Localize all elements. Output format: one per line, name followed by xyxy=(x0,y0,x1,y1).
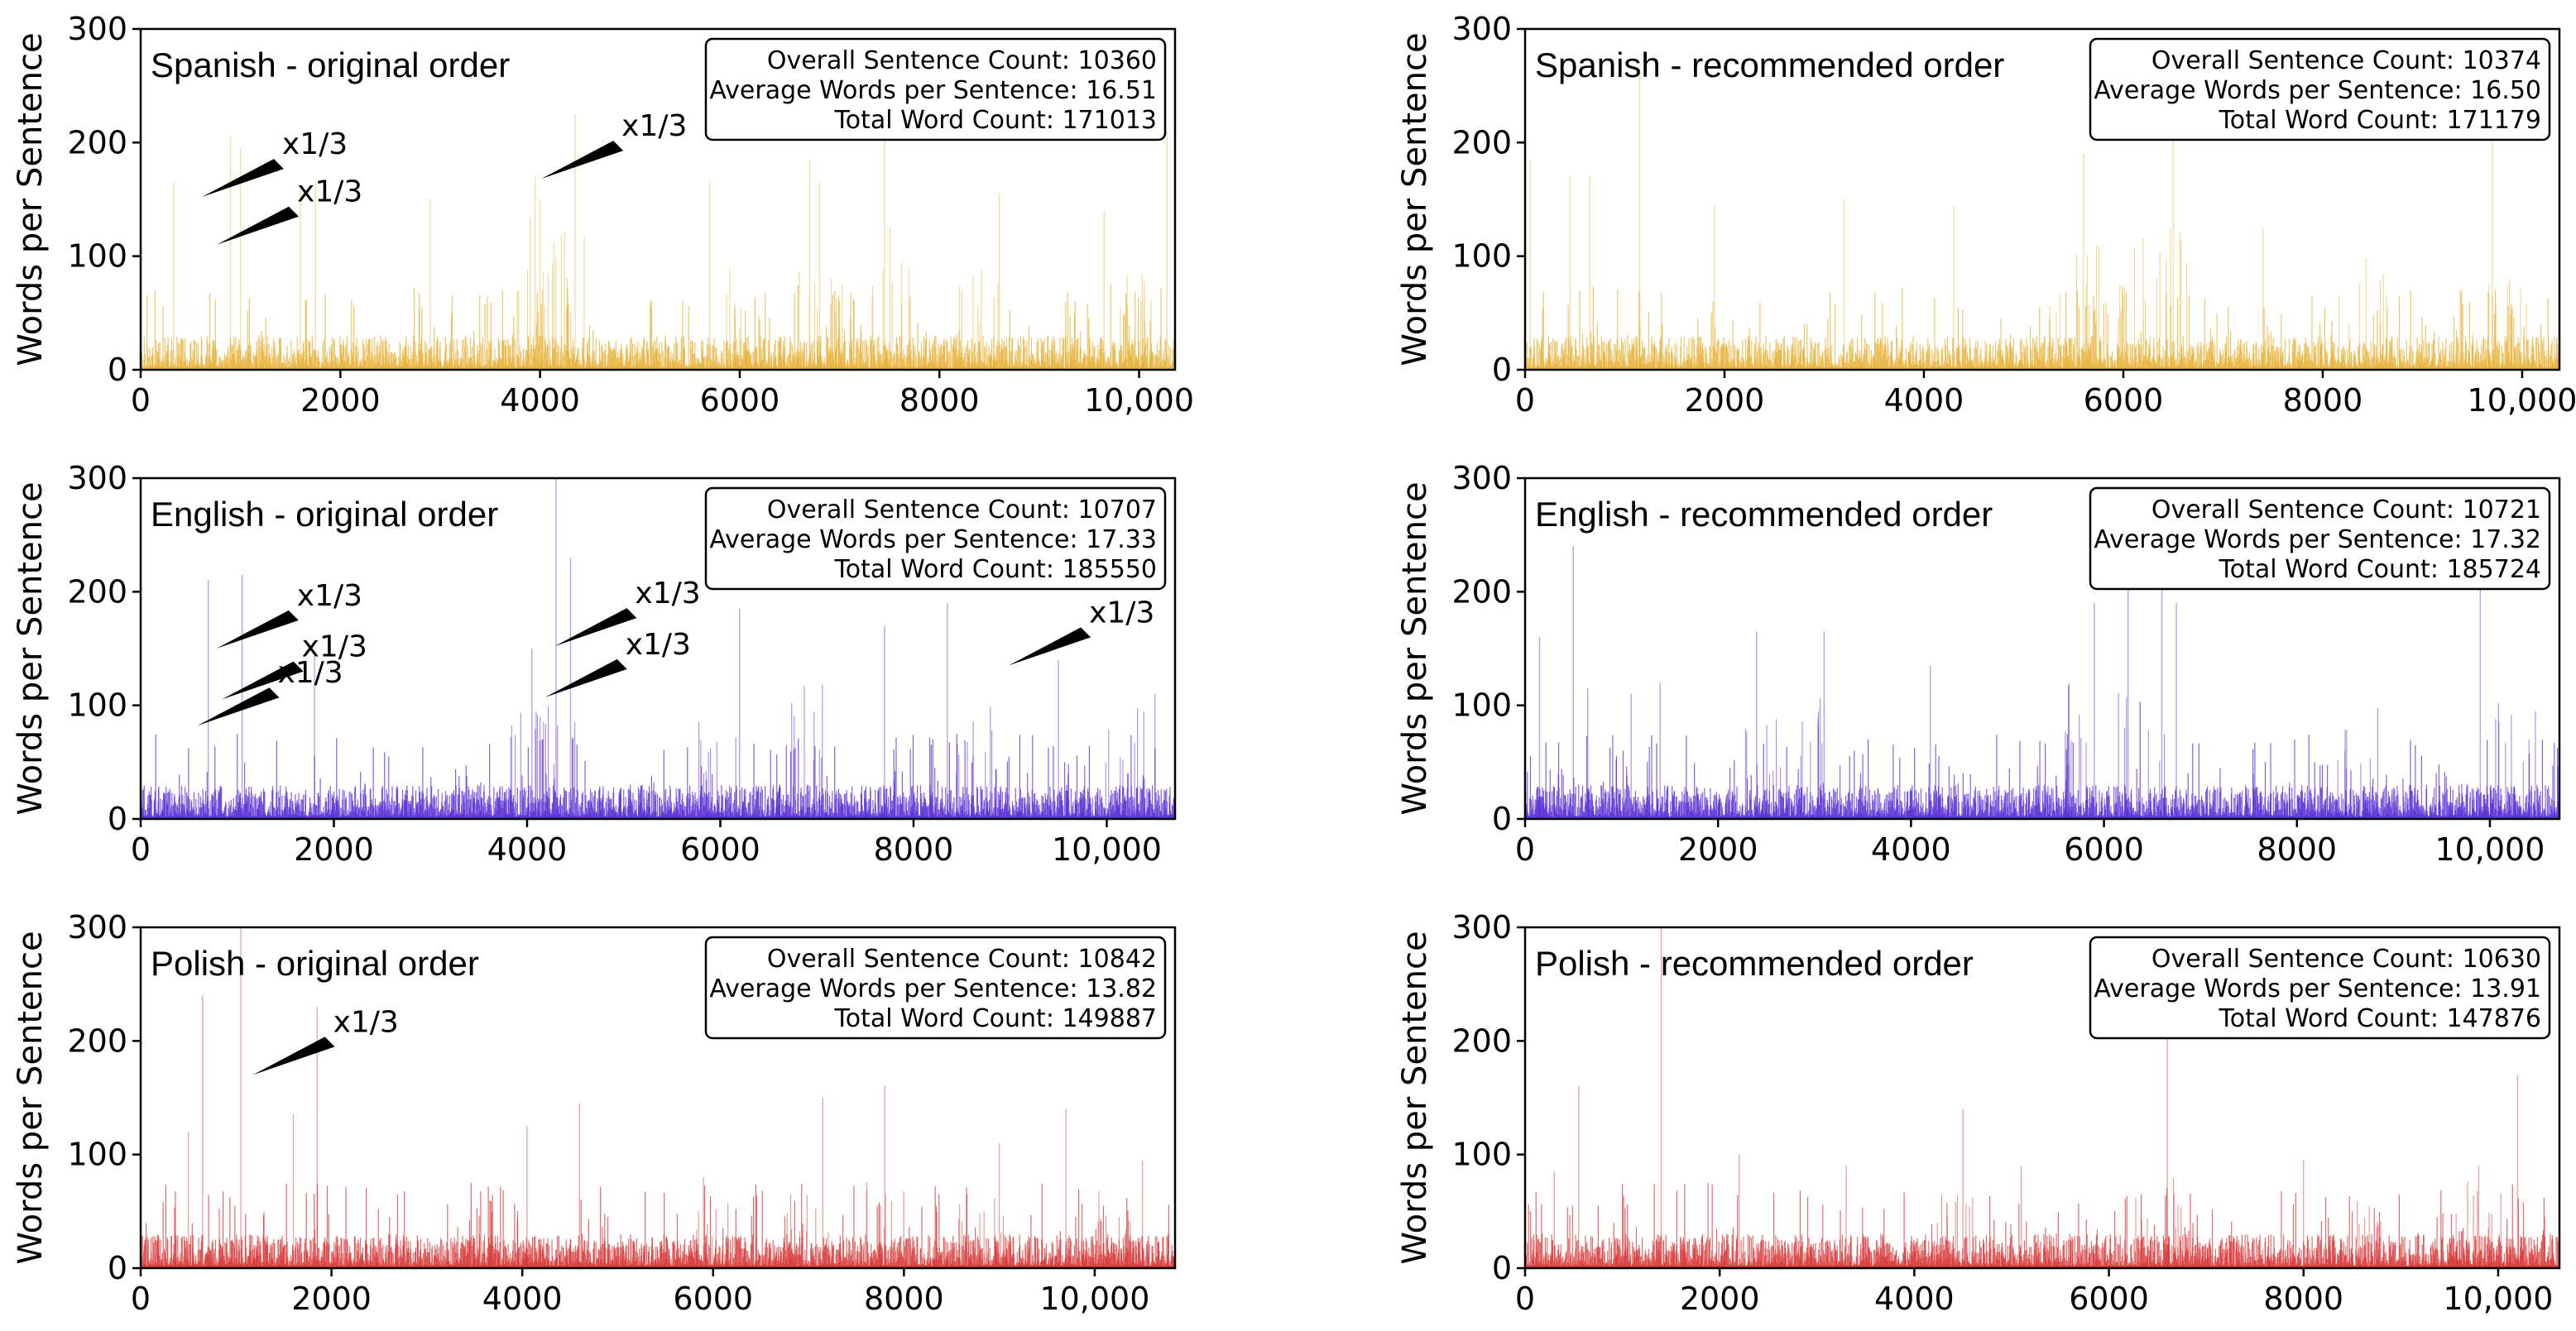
y-tick-label: 100 xyxy=(67,238,127,275)
stats-box xyxy=(704,37,1167,141)
stats-total-words: Total Word Count: 171013 xyxy=(833,106,1157,135)
y-tick-label: 200 xyxy=(67,124,127,160)
panel-0: 0 100 200 300 0 2000 4000 6000 8000 10,000 Words p… xyxy=(12,11,1194,419)
axes-frame xyxy=(139,27,1177,371)
annotation-wedge xyxy=(541,141,624,180)
x-tick-label: 6000 xyxy=(700,382,780,419)
annotation-label: x1/3 xyxy=(297,175,362,209)
y-axis-label: Words per Sentence xyxy=(12,32,50,366)
bars-1 xyxy=(1524,69,2560,370)
annotation-label: x1/3 xyxy=(621,109,687,143)
x-tick-label: 2000 xyxy=(300,382,381,419)
y-tick-label: 0 xyxy=(108,352,127,388)
annotation-wedge xyxy=(201,159,284,198)
annotation-label: x1/3 xyxy=(282,127,348,161)
chart-title: Spanish - original order xyxy=(151,45,510,84)
stats-sentence-count: Overall Sentence Count: 10360 xyxy=(767,46,1157,75)
y-tick-label: 300 xyxy=(67,11,127,47)
x-tick-label: 10,000 xyxy=(1084,382,1194,419)
x-tick-label: 0 xyxy=(131,382,151,419)
stats-average-words: Average Words per Sentence: 16.51 xyxy=(709,76,1157,105)
x-tick-label: 8000 xyxy=(899,382,980,419)
x-tick-label: 4000 xyxy=(500,382,580,419)
annotation-wedge xyxy=(217,206,300,245)
